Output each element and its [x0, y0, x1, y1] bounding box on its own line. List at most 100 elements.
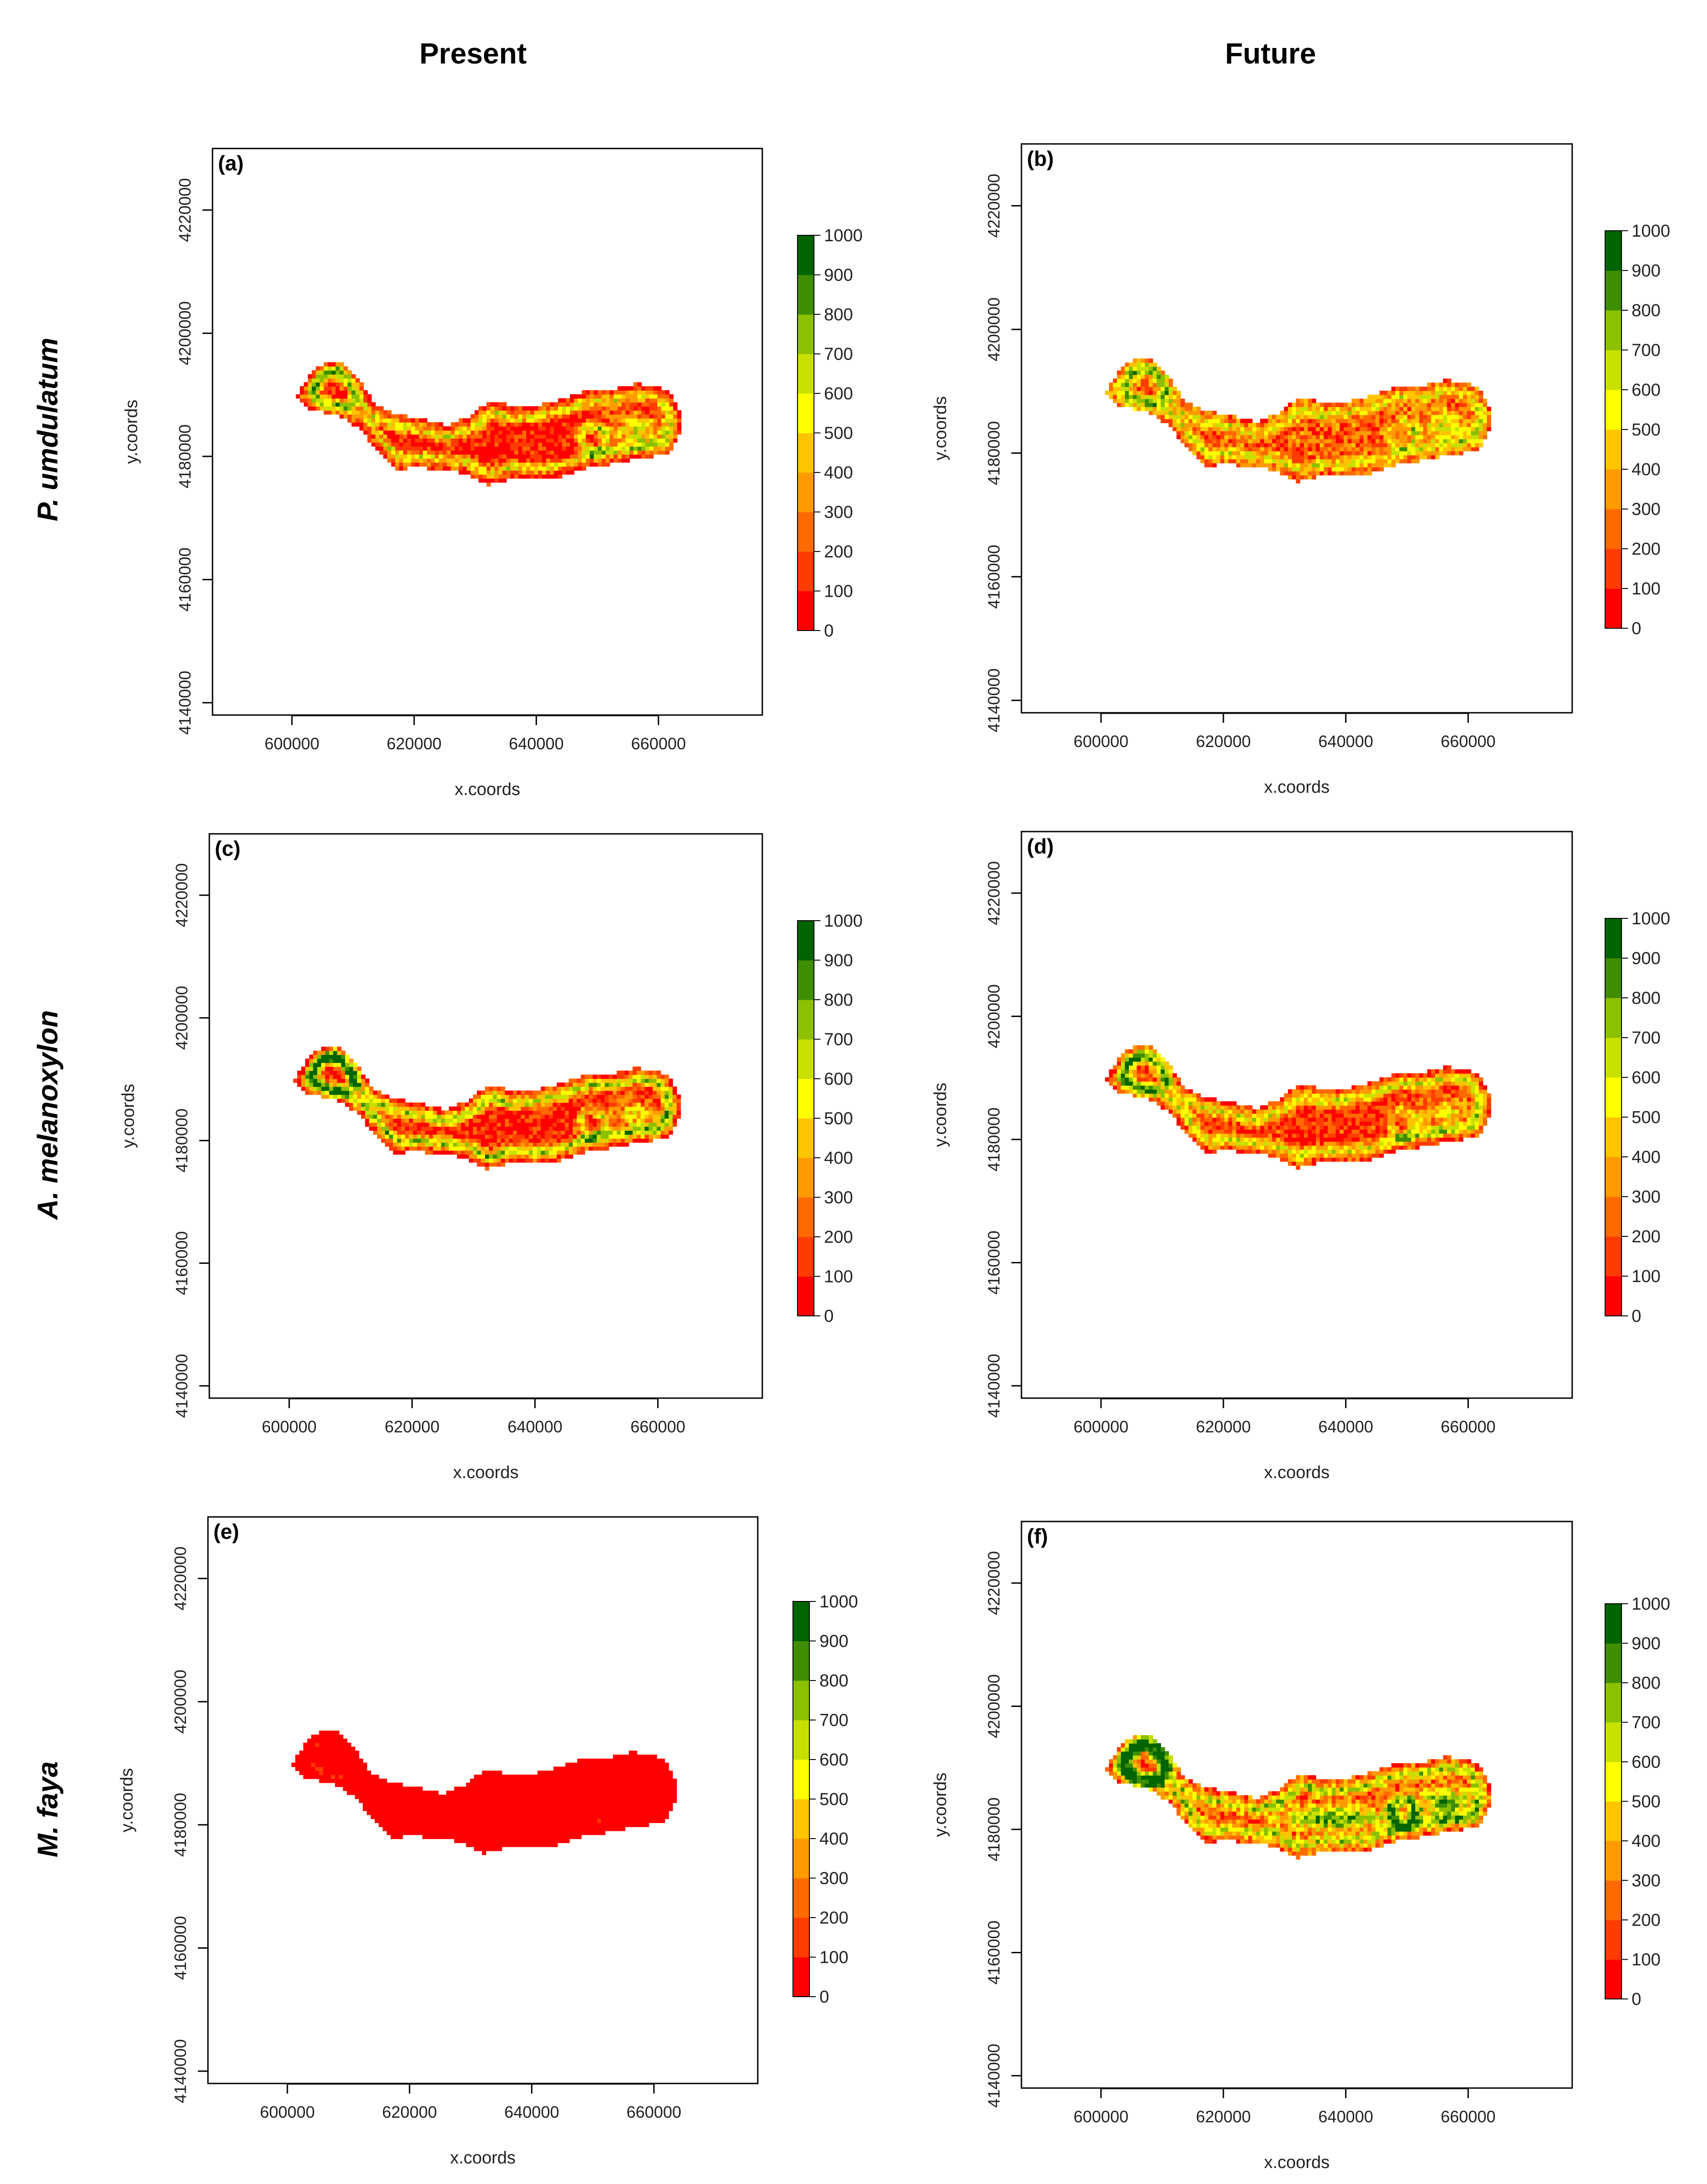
raster-cell [554, 450, 558, 455]
raster-cell [580, 1074, 585, 1079]
raster-cell [427, 426, 431, 431]
raster-cell [1379, 455, 1384, 460]
raster-cell [1141, 1085, 1145, 1090]
raster-cell [1137, 1069, 1141, 1074]
raster-cell [1188, 1089, 1193, 1094]
raster-cell [505, 1094, 510, 1099]
raster-cell [335, 362, 340, 367]
raster-cell [458, 418, 463, 423]
raster-cell [1335, 443, 1340, 447]
legend-tick-label: 700 [1632, 341, 1660, 360]
raster-cell [649, 1071, 653, 1075]
raster-cell [453, 1126, 457, 1131]
legend-tick-label: 900 [824, 266, 853, 285]
raster-cell [1165, 1093, 1169, 1098]
raster-cell [1296, 471, 1300, 476]
raster-cell [656, 1098, 661, 1103]
raster-cell [481, 1130, 485, 1135]
raster-cell [653, 1094, 657, 1099]
raster-cell [493, 1106, 497, 1111]
raster-cell [628, 1098, 633, 1103]
raster-cell [357, 1110, 362, 1115]
raster-cell [1459, 407, 1463, 411]
raster-cell [1303, 398, 1308, 403]
raster-cell [391, 458, 396, 463]
raster-cell [553, 1094, 557, 1099]
raster-cell [633, 442, 638, 447]
raster-cell [1363, 410, 1368, 415]
raster-cell [554, 466, 558, 471]
raster-cell [657, 398, 662, 403]
raster-cell [637, 1071, 641, 1075]
raster-cell [1411, 443, 1416, 447]
raster-cell [1296, 419, 1300, 424]
raster-cell [474, 410, 479, 415]
raster-cell [1359, 398, 1364, 403]
raster-cell [391, 414, 396, 419]
raster-cell [612, 1122, 617, 1127]
raster-cell [564, 1098, 569, 1103]
raster-cell [1300, 414, 1304, 419]
raster-cell [1371, 414, 1376, 419]
raster-cell [451, 434, 455, 439]
raster-cell [621, 1098, 625, 1103]
raster-cell [1367, 394, 1372, 399]
raster-cell [493, 1158, 497, 1163]
raster-cell [612, 1078, 617, 1083]
raster-cell [509, 1150, 513, 1155]
raster-cell [514, 450, 519, 455]
raster-cell [419, 418, 424, 423]
raster-cell [1415, 407, 1420, 411]
raster-cell [1383, 459, 1388, 464]
raster-cell [477, 1130, 481, 1135]
raster-cell [331, 402, 336, 407]
raster-cell [1172, 1097, 1177, 1102]
raster-cell [345, 1055, 350, 1059]
raster-cell [1379, 447, 1384, 451]
legend-swatch [798, 1197, 814, 1237]
raster-cell [1141, 398, 1145, 403]
raster-cells [1105, 358, 1491, 484]
raster-cell [375, 422, 380, 427]
raster-cell [1395, 398, 1400, 403]
raster-cell [558, 414, 563, 419]
raster-cell [458, 458, 463, 463]
raster-cell [1156, 1097, 1161, 1102]
raster-cell [574, 442, 579, 447]
raster-cell [1200, 459, 1205, 464]
raster-cell [649, 414, 654, 419]
raster-cell [633, 430, 638, 435]
raster-cell [621, 1122, 625, 1127]
raster-cell [1204, 1097, 1209, 1102]
raster-cell [1475, 394, 1479, 399]
raster-cell [1351, 414, 1356, 419]
raster-cell [1467, 439, 1472, 444]
raster-cell [1399, 419, 1404, 424]
raster-cell [532, 1098, 537, 1103]
raster-cell [490, 442, 495, 447]
raster-cell [592, 1142, 597, 1147]
raster-cell [1244, 430, 1249, 435]
raster-cell [1125, 387, 1129, 391]
raster-cell [653, 434, 658, 439]
raster-cell [1184, 439, 1189, 444]
raster-cell [1276, 447, 1281, 451]
raster-cell [617, 438, 622, 443]
raster-cell [1455, 410, 1460, 415]
raster-cell [490, 478, 495, 483]
raster-cell [601, 1138, 605, 1143]
raster-cell [1268, 430, 1273, 435]
raster-cell [470, 446, 475, 451]
raster-cell [387, 422, 392, 427]
raster-cell [365, 1103, 370, 1107]
raster-cell [341, 1071, 346, 1075]
raster-cell [1133, 1073, 1138, 1078]
raster-cell [1125, 366, 1129, 371]
raster-cell [455, 458, 459, 463]
raster-cell [1232, 419, 1237, 424]
raster-cell [578, 434, 582, 439]
raster-cell [1427, 439, 1432, 444]
raster-cell [577, 1090, 581, 1095]
raster-cell [522, 426, 527, 431]
raster-cell [601, 390, 606, 395]
